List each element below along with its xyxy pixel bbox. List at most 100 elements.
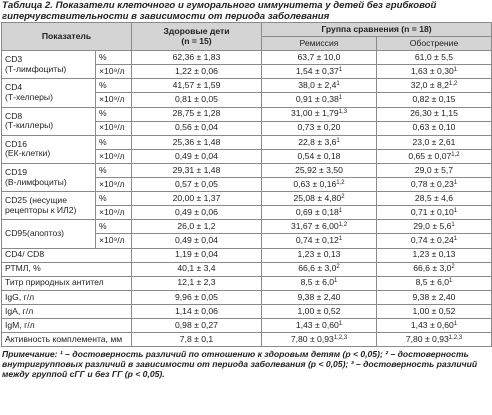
value-cell: 61,0 ± 5,5	[376, 50, 492, 66]
significance-mark: 1,2	[448, 81, 458, 88]
value-text: 66,6 ± 3,0	[413, 263, 452, 274]
significance-mark: 1	[453, 320, 458, 327]
header-cell: Показатель	[1, 21, 132, 52]
indicator-cell: IgA, г/л	[1, 303, 132, 319]
value-text: 32,0 ± 8,2	[410, 80, 449, 91]
unit-cell: %	[95, 106, 132, 122]
significance-mark: 1,2	[338, 222, 348, 229]
value-cell: 1,54 ± 0,371	[261, 64, 377, 80]
indicator-cell: IgG, г/л	[1, 289, 132, 305]
table-row: CD95(апоптоз)% 26,0 ± 1,2 31,67 ± 6,001,2 2…	[1, 219, 492, 249]
table-row: IgM, г/л 0,98 ± 0,27 1,43 ± 0,601 1,43 ± 0,…	[1, 317, 492, 334]
value-text: 0,74 ± 0,12	[295, 235, 339, 246]
value-cell: 1,43 ± 0,601	[376, 317, 492, 334]
value-cell: 62,36 ± 1,83	[131, 50, 262, 66]
value-cell: 26,30 ± 1,15	[376, 106, 492, 122]
indicator-text: (ЕК-клетки)	[5, 148, 51, 159]
indicator-cell: CD4/ CD8	[1, 247, 132, 263]
value-text: 8,5 ± 6,0	[415, 277, 450, 288]
value-cell: 1,63 ± 0,301	[376, 64, 492, 80]
significance-mark: 1	[453, 208, 458, 215]
value-cell: 66,6 ± 3,02	[261, 261, 377, 277]
header-cell: Здоровые дети (n = 15)	[131, 21, 262, 52]
value-cell: 29,0 ± 5,7	[376, 162, 492, 179]
value-cell: 25,08 ± 4,802	[261, 191, 377, 207]
value-cell: 1,43 ± 0,601	[261, 317, 377, 334]
indicator-text: (Т-киллеры)	[5, 120, 54, 131]
value-cell: 1,00 ± 0,52	[376, 303, 492, 319]
unit-cell: ×10⁹/л	[95, 92, 132, 108]
value-text: 31,67 ± 6,00	[290, 221, 339, 232]
table-row: ×10⁹/л 0,49 ± 0,04 0,54 ± 0,18 0,65 ± 0,071…	[2, 148, 492, 164]
value-cell: 63,7 ± 10,0	[261, 50, 377, 66]
significance-mark: 1	[338, 95, 343, 102]
table-row: ×10⁹/л 0,57 ± 0,05 0,63 ± 0,161,2 0,78 ± 0,…	[2, 177, 492, 193]
value-cell: 25,36 ± 1,48	[131, 134, 262, 150]
value-cell: 1,19 ± 0,04	[131, 247, 262, 263]
value-cell: 66,6 ± 3,02	[376, 261, 492, 277]
indicator-text: рецепторы к ИЛ2)	[5, 204, 77, 215]
value-cell: 9,38 ± 2,40	[376, 289, 492, 305]
value-cell: 31,67 ± 6,001,2	[261, 219, 377, 235]
unit-cell: %	[95, 191, 132, 207]
header-text: (n = 15)	[181, 35, 212, 46]
value-cell: 38,0 ± 2,41	[261, 78, 377, 94]
indicator-cell: CD16 (ЕК-клетки)	[1, 134, 96, 164]
indicator-text: CD8	[5, 110, 23, 121]
unit-cell: ×10⁹/л	[95, 120, 132, 136]
value-text: 0,91 ± 0,38	[295, 94, 339, 105]
table-caption: Таблица 2. Показатели клеточного и гумор…	[2, 0, 437, 22]
note-label: Примечание:	[2, 349, 58, 360]
value-cell: 1,23 ± 0,13	[261, 247, 377, 263]
value-cell: 0,49 ± 0,06	[131, 205, 262, 221]
value-cell: 0,71 ± 0,101	[376, 205, 492, 221]
table-row: IgG, г/л 9,96 ± 0,05 9,38 ± 2,40 9,38 ± 2,4…	[1, 289, 492, 305]
significance-mark: 1,2,3	[333, 334, 348, 341]
significance-mark: 1,2,3	[448, 334, 463, 341]
value-cell: 0,78 ± 0,231	[376, 177, 492, 193]
value-text: 8,5 ± 6,0	[300, 277, 335, 288]
value-cell: 31,00 ± 1,791,3	[261, 106, 377, 122]
significance-mark: 1	[338, 236, 343, 243]
table-row: CD16 (ЕК-клетки)% 25,36 ± 1,48 22,8 ± 3,61 2…	[1, 134, 492, 164]
significance-mark: 1	[453, 236, 458, 243]
value-cell: 22,8 ± 3,61	[261, 134, 377, 150]
indicator-cell: CD19 (В-лимфоциты)	[1, 162, 96, 193]
significance-mark: 1	[334, 278, 338, 285]
unit-cell: ×10⁹/л	[95, 64, 132, 80]
significance-mark: 2	[341, 193, 345, 200]
value-text: 0,69 ± 0,18	[295, 207, 339, 218]
significance-mark: 1	[451, 222, 455, 229]
value-cell: 0,56 ± 0,04	[131, 120, 262, 136]
unit-cell: ×10⁹/л	[95, 177, 132, 193]
header-cell: Группа сравнения (n = 18)	[261, 21, 492, 38]
indicator-text: (Т-хелперы)	[5, 91, 53, 102]
indicator-cell: РТМЛ, %	[1, 261, 132, 277]
unit-cell: %	[95, 50, 132, 66]
unit-cell: %	[95, 162, 132, 179]
table-row: Титр природных антител 12,1 ± 2,3 8,5 ± 6,…	[1, 275, 492, 291]
value-cell: 20,00 ± 1,37	[131, 191, 262, 207]
unit-cell: ×10⁹/л	[95, 205, 132, 221]
value-text: 7,80 ± 0,93	[290, 333, 334, 344]
table-row: РТМЛ, % 40,1 ± 3,4 66,6 ± 3,02 66,6 ± 3,02	[1, 261, 492, 277]
value-cell: 0,49 ± 0,04	[131, 148, 262, 164]
value-text: 0,74 ± 0,24	[410, 235, 454, 246]
header-cell: Ремиссия	[261, 36, 377, 52]
value-cell: 9,38 ± 2,40	[261, 289, 377, 305]
value-cell: 12,1 ± 2,3	[131, 275, 262, 291]
table-row: ×10⁹/л 1,22 ± 0,06 1,54 ± 0,371 1,63 ± 0,30…	[2, 64, 492, 80]
value-text: 1,43 ± 0,60	[410, 319, 454, 330]
value-cell: 23,0 ± 2,61	[376, 134, 492, 150]
value-cell: 9,96 ± 0,05	[131, 289, 262, 305]
unit-cell: %	[95, 219, 132, 235]
table-row: ×10⁹/л 0,56 ± 0,04 0,73 ± 0,20 0,63 ± 0,10	[2, 120, 492, 136]
value-cell: 0,63 ± 0,161,2	[261, 177, 377, 193]
value-text: 0,65 ± 0,07	[408, 150, 452, 161]
indicator-text: CD16	[5, 138, 27, 149]
table-row: CD3 (Т-лимфоциты)% 62,36 ± 1,83 63,7 ± 10,0…	[1, 50, 492, 80]
value-cell: 0,57 ± 0,05	[131, 177, 262, 193]
table-body: CD3 (Т-лимфоциты)% 62,36 ± 1,83 63,7 ± 10,0…	[1, 50, 492, 348]
indicator-text: (В-лимфоциты)	[5, 176, 67, 187]
value-cell: 40,1 ± 3,4	[131, 261, 262, 277]
